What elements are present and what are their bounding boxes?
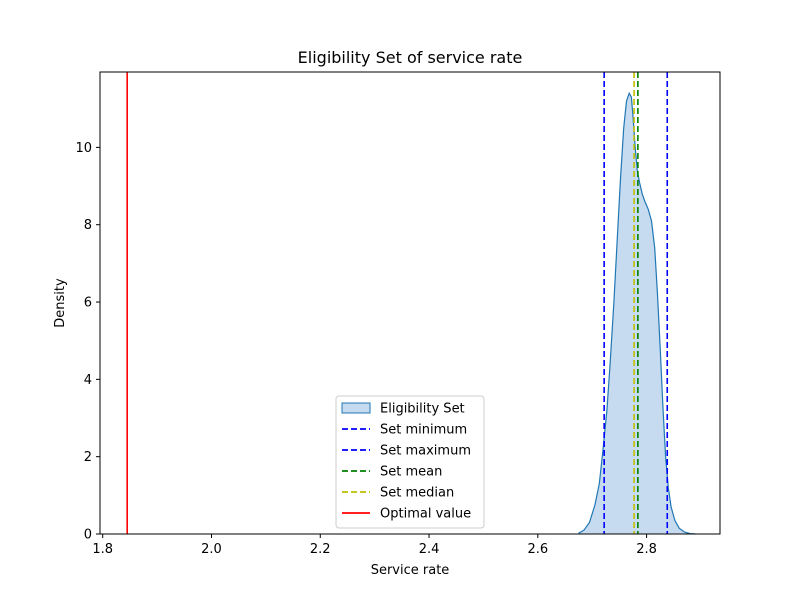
y-axis-label: Density: [53, 278, 68, 328]
y-tick-label: 10: [75, 141, 92, 156]
y-tick-label: 4: [84, 373, 92, 388]
legend-label: Set median: [380, 486, 454, 501]
legend-box: [335, 395, 485, 529]
x-tick-label: 2.6: [527, 542, 548, 557]
x-axis: 1.8 2.0 2.2 2.4 2.6 2.8: [92, 534, 657, 557]
chart-title: Eligibility Set of service rate: [298, 48, 523, 67]
x-tick-label: 2.4: [419, 542, 440, 557]
legend-label: Eligibility Set: [380, 402, 465, 417]
legend-swatch: [341, 402, 371, 414]
y-tick-label: 2: [84, 450, 92, 465]
x-tick-label: 1.8: [92, 542, 113, 557]
x-tick-label: 2.0: [201, 542, 222, 557]
y-tick-label: 0: [84, 528, 92, 543]
legend: Eligibility Set Set minimum Set maximum Set…: [335, 395, 485, 529]
plot-area: [126, 72, 696, 535]
x-tick-label: 2.8: [636, 542, 657, 557]
y-axis: 0 2 4 6 8 10: [75, 141, 100, 543]
density-curve: [578, 91, 696, 535]
y-tick-label: 6: [84, 296, 92, 311]
density-area: [578, 93, 696, 535]
axes-frame: [99, 71, 721, 535]
legend-label: Set maximum: [380, 444, 471, 459]
y-tick-label: 8: [84, 218, 92, 233]
x-tick-label: 2.2: [310, 542, 331, 557]
legend-label: Optimal value: [380, 507, 471, 522]
legend-label: Set mean: [380, 465, 442, 480]
legend-label: Set minimum: [380, 423, 467, 438]
x-axis-label: Service rate: [371, 563, 450, 578]
